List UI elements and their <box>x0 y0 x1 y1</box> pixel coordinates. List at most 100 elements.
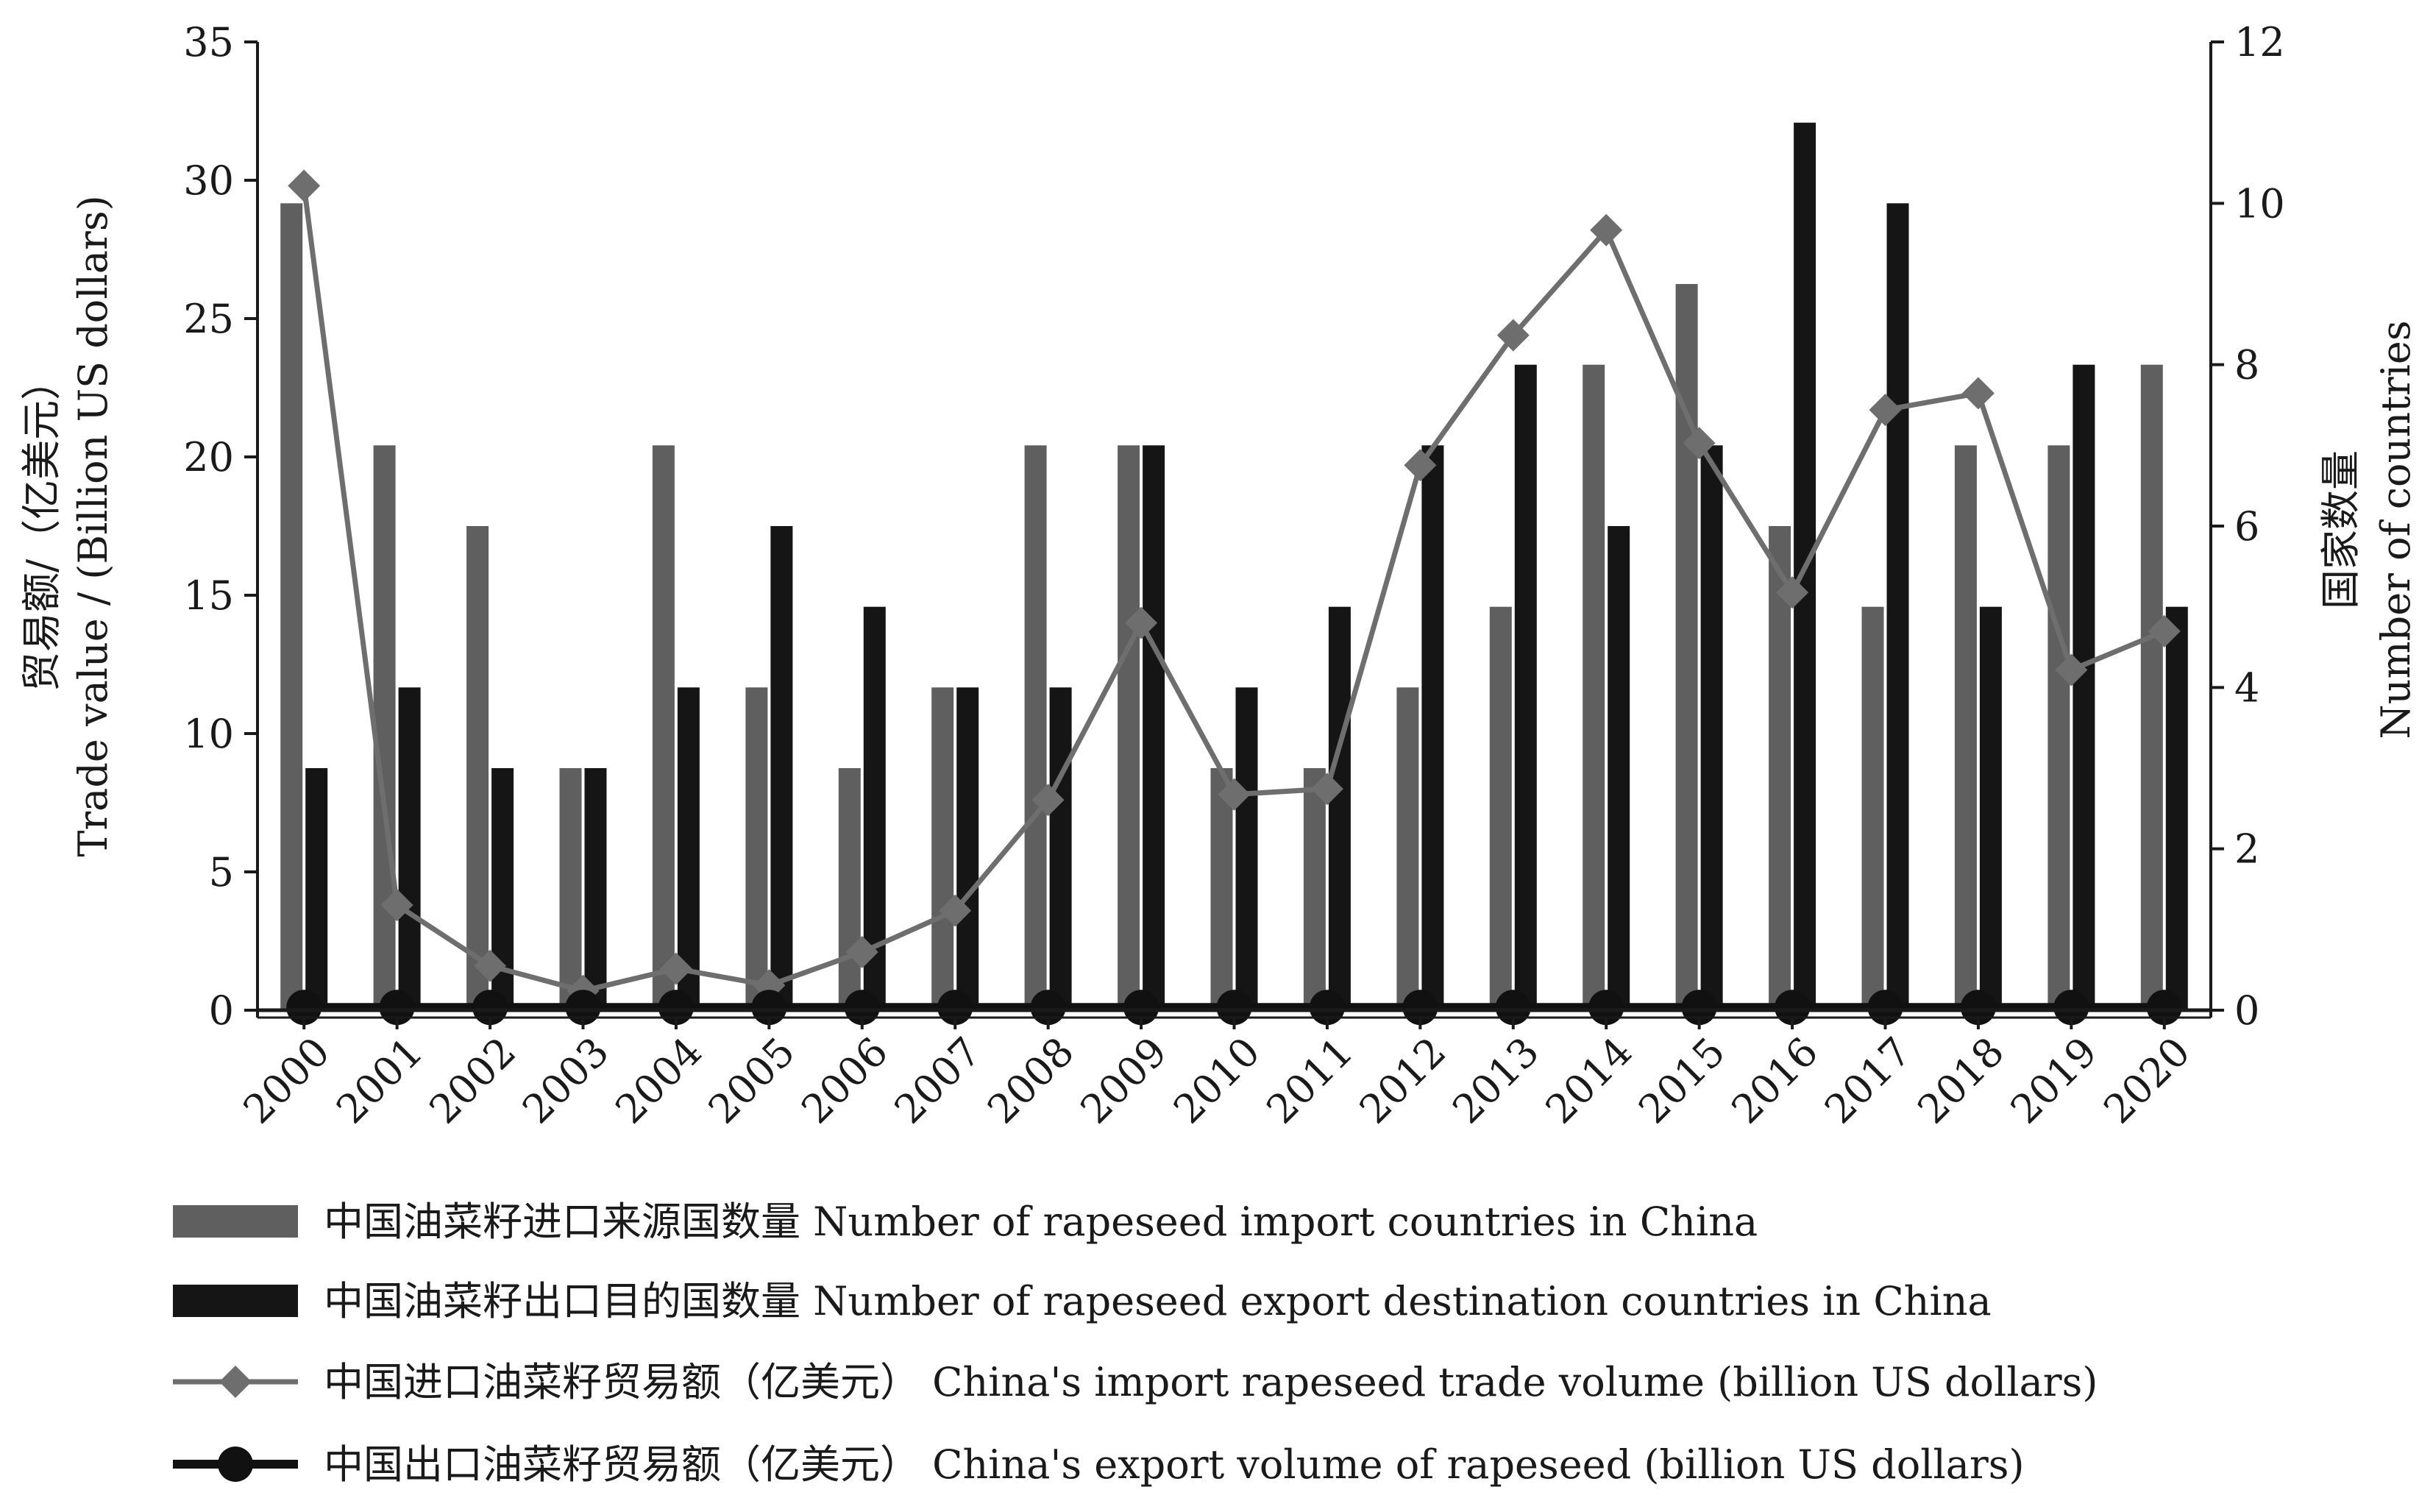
y-left-tick-label-30: 30 <box>183 157 234 204</box>
bar-export-countries-2005 <box>770 526 793 1010</box>
x-tick-label-2004: 2004 <box>606 1029 711 1133</box>
y-right-tick-label-4: 4 <box>2234 664 2259 711</box>
export-trade-volume-point-2013 <box>1495 990 1531 1026</box>
bar-export-countries-2013 <box>1514 364 1537 1010</box>
import-trade-volume-point-2010 <box>1218 778 1251 811</box>
y-right-tick-label-12: 12 <box>2234 19 2285 65</box>
x-tick-label-2018: 2018 <box>1908 1029 2013 1133</box>
y-right-tick-label-10: 10 <box>2234 180 2285 227</box>
y-left-tick-label-20: 20 <box>183 434 234 480</box>
legend-item-3: 中国出口油菜籽贸易额（亿美元） China's export volume of… <box>173 1441 2025 1488</box>
legend-item-2: 中国进口油菜籽贸易额（亿美元） China's import rapeseed … <box>173 1359 2098 1405</box>
export-trade-volume-point-2004 <box>658 990 694 1026</box>
import-trade-volume-point-2020 <box>2148 614 2181 647</box>
import-trade-volume-point-2011 <box>1310 773 1343 806</box>
x-tick-label-2019: 2019 <box>2002 1029 2106 1133</box>
y-left-axis-title-en: Trade value / (Billion US dollars) <box>70 195 116 856</box>
y-left-tick-label-15: 15 <box>183 572 234 619</box>
export-trade-volume-point-2020 <box>2146 990 2182 1026</box>
bar-export-countries-2007 <box>956 687 979 1010</box>
bar-export-countries-2003 <box>584 768 607 1010</box>
import-trade-volume-point-2016 <box>1776 576 1809 609</box>
bar-import-countries-2001 <box>373 445 396 1010</box>
x-tick-label-2012: 2012 <box>1351 1029 1455 1133</box>
x-tick-label-2000: 2000 <box>235 1029 339 1133</box>
import-trade-volume-point-2018 <box>1961 377 1995 410</box>
y-right-tick-label-0: 0 <box>2234 987 2259 1034</box>
import-trade-volume-point-2008 <box>1031 784 1065 817</box>
import-trade-volume-point-2007 <box>939 894 972 927</box>
bar-import-countries-2002 <box>466 526 489 1010</box>
bar-export-countries-2019 <box>2073 364 2095 1010</box>
export-trade-volume-point-2003 <box>565 990 601 1026</box>
bar-import-countries-2006 <box>838 768 861 1010</box>
legend: 中国油菜籽进口来源国数量 Number of rapeseed import c… <box>173 1199 2098 1488</box>
bar-import-countries-2003 <box>559 768 582 1010</box>
export-trade-volume-point-2016 <box>1775 990 1811 1026</box>
x-tick-label-2009: 2009 <box>1072 1029 1176 1133</box>
bar-export-countries-2020 <box>2165 606 2188 1010</box>
bar-import-countries-2013 <box>1489 606 1512 1010</box>
legend-swatch-0 <box>173 1205 298 1238</box>
bar-import-countries-2005 <box>745 687 768 1010</box>
x-tick-label-2008: 2008 <box>978 1029 1083 1133</box>
x-tick-label-2010: 2010 <box>1165 1029 1269 1133</box>
export-trade-volume-point-2010 <box>1216 990 1252 1026</box>
import-trade-volume-point-2004 <box>659 952 692 985</box>
export-trade-volume-point-2002 <box>472 990 508 1026</box>
x-tick-label-2020: 2020 <box>2095 1029 2199 1133</box>
y-right-axis-title-en: Number of countries <box>2373 320 2419 739</box>
export-trade-volume-point-2014 <box>1588 990 1624 1026</box>
export-trade-volume-point-2017 <box>1867 990 1903 1026</box>
export-trade-volume-point-2007 <box>937 990 973 1026</box>
bar-export-countries-2012 <box>1421 445 1444 1010</box>
bar-import-countries-2004 <box>652 445 675 1010</box>
x-tick-label-2006: 2006 <box>792 1029 897 1133</box>
bar-export-countries-2018 <box>1979 606 2002 1010</box>
y-left-tick-label-35: 35 <box>183 19 234 65</box>
bar-export-countries-2011 <box>1328 606 1351 1010</box>
bar-import-countries-2009 <box>1118 445 1140 1010</box>
legend-item-1: 中国油菜籽出口目的国数量 Number of rapeseed export d… <box>173 1278 1992 1324</box>
bar-export-countries-2015 <box>1700 445 1723 1010</box>
bar-export-countries-2000 <box>305 768 328 1010</box>
export-trade-volume-point-2009 <box>1123 990 1159 1026</box>
import-trade-volume-point-2000 <box>288 169 321 202</box>
bars <box>280 122 2188 1011</box>
bar-export-countries-2004 <box>677 687 700 1010</box>
x-tick-label-2005: 2005 <box>700 1029 804 1133</box>
import-trade-volume-point-2014 <box>1590 213 1623 246</box>
bar-import-countries-2015 <box>1675 284 1698 1010</box>
import-trade-volume-point-2019 <box>2055 653 2088 686</box>
export-trade-volume-point-2001 <box>379 990 415 1026</box>
import-trade-volume-point-2015 <box>1683 427 1716 460</box>
import-trade-volume-point-2017 <box>1869 394 1902 427</box>
bar-import-countries-2012 <box>1396 687 1419 1010</box>
export-trade-volume-point-2019 <box>2053 990 2089 1026</box>
bar-import-countries-2020 <box>2140 364 2163 1010</box>
y-left-axis-title-zh: 贸易额/（亿美元） <box>18 361 65 692</box>
x-tick-label-2011: 2011 <box>1257 1029 1362 1133</box>
import-trade-volume-line <box>301 185 2166 994</box>
y-right-tick-label-6: 6 <box>2234 503 2259 550</box>
legend-item-0: 中国油菜籽进口来源国数量 Number of rapeseed import c… <box>173 1199 1758 1245</box>
export-trade-volume-point-2000 <box>286 990 322 1026</box>
export-trade-volume-point-2008 <box>1030 990 1066 1026</box>
export-trade-volume-point-2011 <box>1309 990 1345 1026</box>
bar-import-countries-2017 <box>1861 606 1884 1010</box>
import-trade-volume-point-2002 <box>474 949 507 982</box>
legend-label-2: 中国进口油菜籽贸易额（亿美元） China's import rapeseed … <box>324 1359 2098 1405</box>
legend-label-3: 中国出口油菜籽贸易额（亿美元） China's export volume of… <box>324 1441 2025 1488</box>
export-trade-volume-point-2018 <box>1960 990 1996 1026</box>
y-right-tick-label-2: 2 <box>2234 826 2259 873</box>
bar-import-countries-2016 <box>1769 526 1791 1010</box>
bar-import-countries-2014 <box>1583 364 1605 1010</box>
bar-export-countries-2017 <box>1886 203 1909 1010</box>
export-trade-volume-point-2015 <box>1681 990 1717 1026</box>
export-trade-volume-point-2006 <box>844 990 880 1026</box>
x-tick-label-2007: 2007 <box>886 1029 990 1133</box>
import-trade-volume-point-2001 <box>380 889 413 922</box>
x-tick-label-2014: 2014 <box>1537 1029 1641 1133</box>
import-trade-volume-point-2009 <box>1125 606 1158 639</box>
